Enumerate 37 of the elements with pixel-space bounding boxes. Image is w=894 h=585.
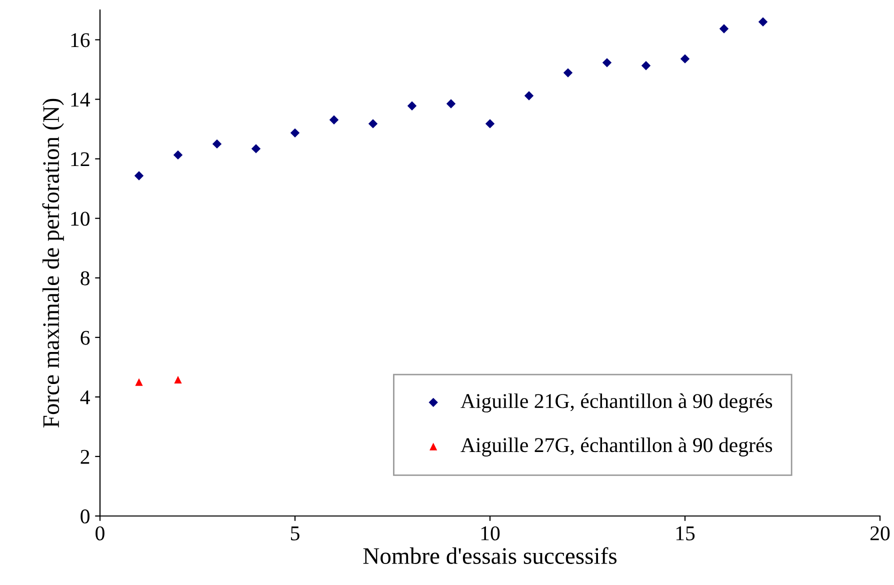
point [563, 68, 573, 78]
point [212, 139, 222, 149]
point [329, 115, 339, 124]
x-tick-label: 0 [96, 526, 104, 540]
point [758, 17, 768, 27]
y-axis-title: Force maximale de perforation (N) [42, 98, 64, 428]
legend-label: Aiguille 27G, échantillon à 90 degrés [460, 437, 772, 456]
y-tick-label: 16 [71, 33, 90, 48]
point [524, 91, 534, 100]
point [134, 171, 144, 180]
x-tick-label: 5 [291, 526, 300, 540]
y-tick-label: 6 [80, 330, 90, 345]
point [641, 61, 651, 70]
point [602, 58, 612, 68]
point [485, 119, 495, 128]
point [446, 99, 456, 108]
point [719, 24, 729, 34]
point [368, 119, 378, 128]
point [173, 150, 183, 160]
legend-label: Aiguille 21G, échantillon à 90 degrés [460, 393, 772, 412]
point [290, 128, 300, 138]
y-tick-label: 8 [80, 271, 90, 286]
point [135, 378, 143, 386]
x-tick-label: 10 [481, 526, 500, 540]
y-tick-label: 4 [80, 390, 90, 404]
point [174, 376, 182, 384]
x-tick-label: 15 [676, 526, 695, 540]
y-tick-label: 12 [71, 152, 90, 166]
y-tick-label: 14 [71, 92, 90, 107]
x-axis-title: Nombre d'essais successifs [363, 547, 617, 564]
y-tick-label: 2 [80, 450, 90, 464]
point [251, 144, 261, 154]
y-tick-label: 0 [80, 509, 90, 524]
point [407, 101, 417, 110]
y-tick-label: 10 [71, 212, 90, 226]
point [680, 54, 690, 64]
x-tick-label: 20 [870, 526, 890, 540]
